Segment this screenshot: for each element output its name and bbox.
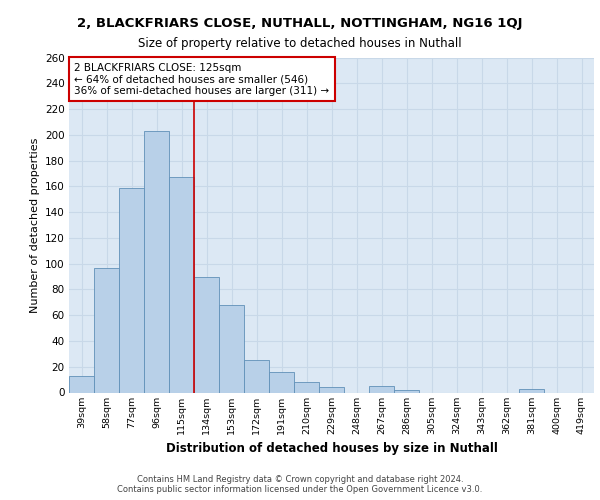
X-axis label: Distribution of detached houses by size in Nuthall: Distribution of detached houses by size … xyxy=(166,442,497,455)
Text: Size of property relative to detached houses in Nuthall: Size of property relative to detached ho… xyxy=(138,38,462,51)
Bar xyxy=(119,188,144,392)
Text: Contains HM Land Registry data © Crown copyright and database right 2024.
Contai: Contains HM Land Registry data © Crown c… xyxy=(118,474,482,494)
Bar xyxy=(194,276,219,392)
Bar xyxy=(219,305,244,392)
Bar xyxy=(144,131,169,392)
Bar xyxy=(244,360,269,392)
Y-axis label: Number of detached properties: Number of detached properties xyxy=(29,138,40,312)
Bar xyxy=(69,376,94,392)
Text: 2 BLACKFRIARS CLOSE: 125sqm
← 64% of detached houses are smaller (546)
36% of se: 2 BLACKFRIARS CLOSE: 125sqm ← 64% of det… xyxy=(74,62,329,96)
Bar xyxy=(519,388,544,392)
Bar xyxy=(169,178,194,392)
Bar xyxy=(369,386,394,392)
Bar xyxy=(269,372,294,392)
Text: 2, BLACKFRIARS CLOSE, NUTHALL, NOTTINGHAM, NG16 1QJ: 2, BLACKFRIARS CLOSE, NUTHALL, NOTTINGHA… xyxy=(77,18,523,30)
Bar xyxy=(319,388,344,392)
Bar xyxy=(294,382,319,392)
Bar xyxy=(94,268,119,392)
Bar xyxy=(394,390,419,392)
